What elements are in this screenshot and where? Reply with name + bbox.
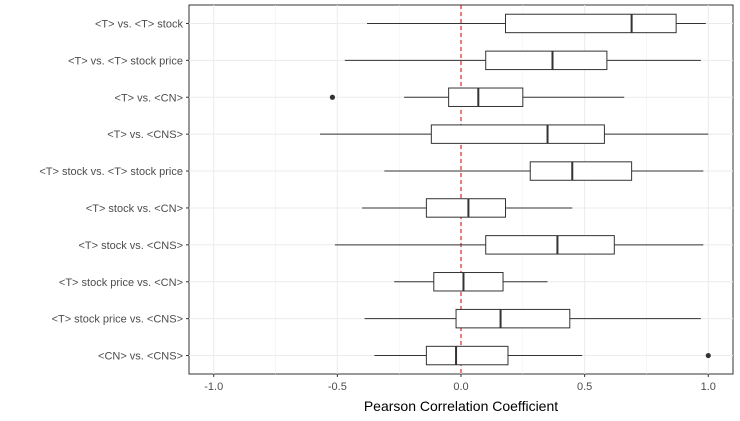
- y-tick-label: <T> vs. <T> stock price: [68, 55, 183, 67]
- y-tick-label: <T> stock vs. <T> stock price: [39, 166, 183, 178]
- box-9: [364, 308, 701, 329]
- x-tick-label: 0.5: [577, 381, 592, 393]
- box-6: [362, 198, 573, 218]
- iqr-box: [448, 87, 524, 107]
- iqr-box: [455, 308, 571, 329]
- y-tick-label: <T> vs. <T> stock: [95, 18, 184, 30]
- iqr-box: [529, 161, 633, 181]
- y-tick-label: <T> stock price vs. <CNS>: [52, 314, 183, 326]
- box-2: [344, 50, 701, 71]
- outlier-point: [329, 94, 336, 100]
- boxes-group: [320, 13, 711, 366]
- x-tick-label: 0.0: [453, 381, 468, 393]
- box-3: [329, 87, 625, 107]
- box-8: [394, 272, 548, 292]
- x-tick-labels: -1.0 -0.5 0.0 0.5 1.0: [204, 374, 716, 393]
- iqr-box: [485, 50, 608, 71]
- iqr-box: [505, 13, 677, 34]
- box-1: [367, 13, 706, 34]
- iqr-box: [425, 198, 507, 218]
- x-tick-label: -0.5: [328, 381, 347, 393]
- y-tick-label: <T> stock price vs. <CN>: [59, 277, 183, 289]
- box-4: [320, 124, 709, 144]
- outlier-point: [705, 352, 711, 359]
- box-5: [384, 161, 704, 181]
- y-tick-label: <CN> vs. <CNS>: [98, 351, 183, 363]
- iqr-box: [433, 272, 504, 292]
- y-tick-label: <T> stock vs. <CN>: [86, 203, 183, 215]
- iqr-box: [430, 124, 605, 144]
- x-axis-title: Pearson Correlation Coefficient: [364, 398, 558, 414]
- y-tick-labels: <T> vs. <T> stock <T> vs. <T> stock price…: [39, 18, 189, 363]
- iqr-box: [485, 235, 615, 255]
- x-tick-label: -1.0: [204, 381, 223, 393]
- x-tick-label: 1.0: [701, 381, 716, 393]
- y-tick-label: <T> vs. <CNS>: [107, 129, 183, 141]
- y-tick-label: <T> stock vs. <CNS>: [78, 240, 183, 252]
- box-7: [334, 235, 704, 255]
- y-tick-label: <T> vs. <CN>: [115, 92, 183, 104]
- box-10: [374, 345, 711, 366]
- iqr-box: [425, 345, 509, 366]
